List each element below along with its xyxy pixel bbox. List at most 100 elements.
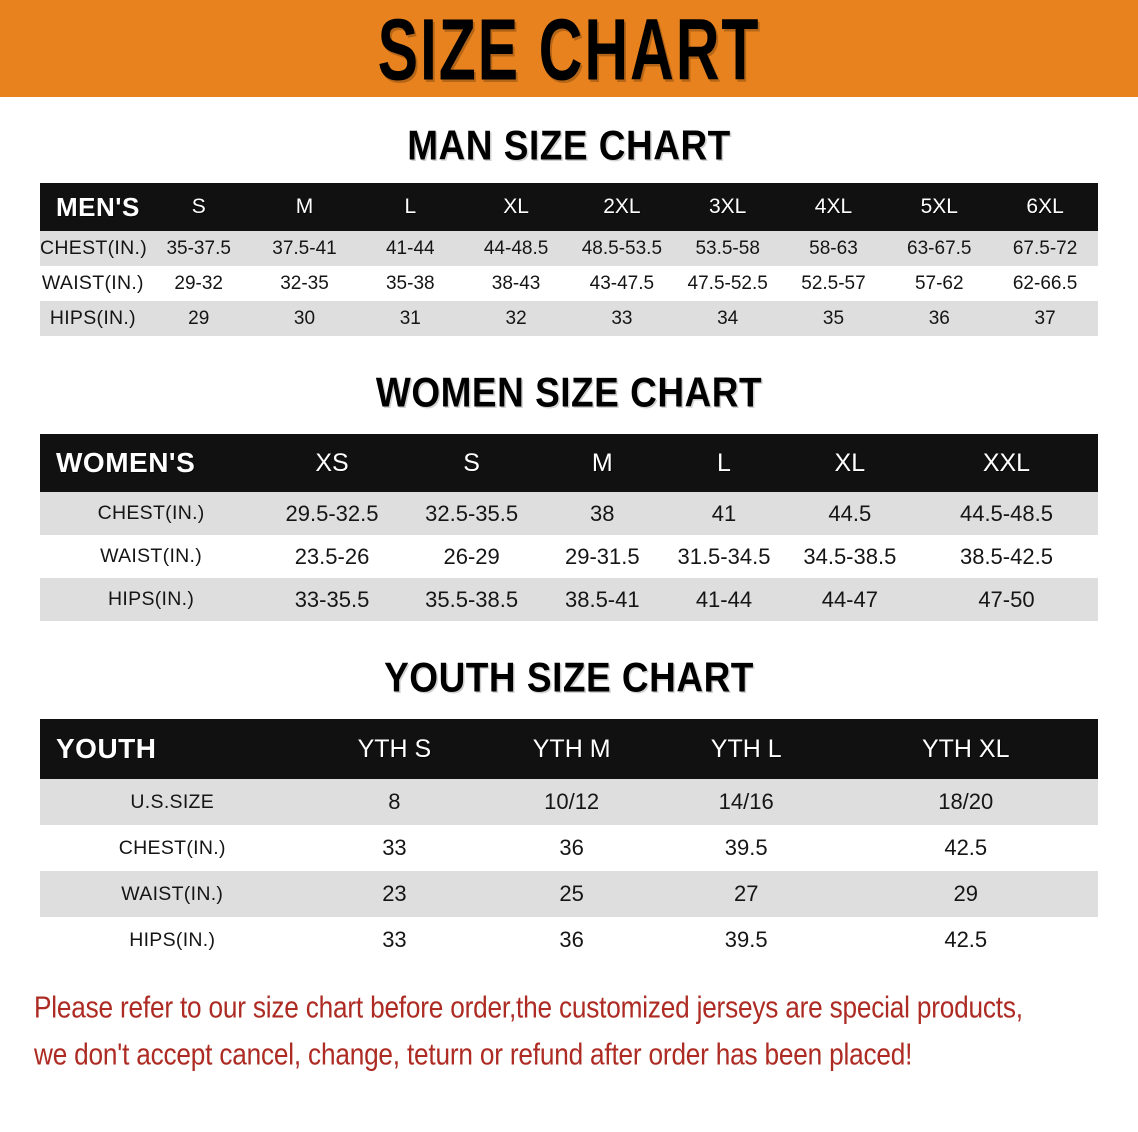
women-table-header: WOMEN'S XS S M L XL XXL xyxy=(40,434,1098,492)
table-cell: 37 xyxy=(1034,307,1056,329)
table-cell: 48.5-53.5 xyxy=(581,237,663,259)
table-cell: 32-35 xyxy=(280,272,329,294)
women-column-header: XS xyxy=(315,448,349,477)
table-header-row: MEN'S S M L XL 2XL 3XL 4XL 5XL 6XL xyxy=(40,183,1098,231)
row-label: WAIST(IN.) xyxy=(41,272,144,294)
row-label: HIPS(IN.) xyxy=(108,588,195,610)
table-row: CHEST(IN.) 35-37.5 37.5-41 41-44 44-48.5… xyxy=(40,231,1098,266)
table-cell: 23.5-26 xyxy=(294,543,370,569)
table-row: CHEST(IN.) 33 36 39.5 42.5 xyxy=(40,825,1098,871)
youth-table-header: YOUTH YTH S YTH M YTH L YTH XL xyxy=(40,719,1098,779)
table-cell: 33-35.5 xyxy=(294,586,370,612)
table-cell: 47.5-52.5 xyxy=(687,272,768,294)
table-cell: 36 xyxy=(559,927,584,952)
youth-size-table: YOUTH YTH S YTH M YTH L YTH XL U.S.SIZE … xyxy=(40,719,1098,963)
row-label: WAIST(IN.) xyxy=(121,882,224,905)
youth-corner-label: YOUTH xyxy=(56,733,157,764)
table-cell: 44-48.5 xyxy=(483,237,549,259)
table-row: HIPS(IN.) 33 36 39.5 42.5 xyxy=(40,917,1098,963)
table-cell: 30 xyxy=(293,307,316,329)
row-label: CHEST(IN.) xyxy=(118,836,226,859)
table-cell: 29 xyxy=(953,881,978,906)
youth-table-body: U.S.SIZE 8 10/12 14/16 18/20 CHEST(IN.) … xyxy=(40,779,1098,963)
youth-column-header: YTH M xyxy=(532,734,611,763)
table-cell: 38 xyxy=(590,500,615,526)
table-cell: 32.5-35.5 xyxy=(425,500,519,526)
table-cell: 39.5 xyxy=(724,927,768,952)
table-cell: 62-66.5 xyxy=(1012,272,1078,294)
youth-column-header: YTH L xyxy=(710,734,782,763)
man-corner-label: MEN'S xyxy=(56,191,140,222)
table-cell: 35-37.5 xyxy=(166,237,231,259)
table-cell: 38.5-42.5 xyxy=(959,543,1053,569)
table-cell: 32 xyxy=(505,307,527,329)
women-size-table: WOMEN'S XS S M L XL XXL CHEST(IN.) 29.5-… xyxy=(40,434,1098,621)
table-cell: 34.5-38.5 xyxy=(803,543,897,569)
table-cell: 63-67.5 xyxy=(907,237,972,259)
women-column-header: M xyxy=(591,448,613,477)
table-cell: 42.5 xyxy=(944,835,988,860)
table-cell: 41 xyxy=(711,500,737,526)
table-cell: 10/12 xyxy=(544,789,600,814)
table-cell: 18/20 xyxy=(938,789,994,814)
table-cell: 35 xyxy=(822,307,845,329)
table-cell: 14/16 xyxy=(718,789,774,814)
table-cell: 36 xyxy=(559,835,584,860)
disclaimer-line-1: Please refer to our size chart before or… xyxy=(34,990,1023,1025)
table-cell: 27 xyxy=(733,881,759,906)
row-label: HIPS(IN.) xyxy=(129,928,216,951)
disclaimer-line-2: we don't accept cancel, change, teturn o… xyxy=(34,1037,913,1072)
table-cell: 35-38 xyxy=(385,272,435,294)
table-cell: 31.5-34.5 xyxy=(677,543,771,569)
man-column-header: 6XL xyxy=(1026,195,1064,218)
table-cell: 44.5-48.5 xyxy=(959,500,1053,526)
table-cell: 34 xyxy=(717,307,739,329)
disclaimer-text: Please refer to our size chart before or… xyxy=(34,985,1072,1079)
table-row: WAIST(IN.) 23 25 27 29 xyxy=(40,871,1098,917)
youth-column-header: YTH XL xyxy=(921,734,1010,763)
man-table-body: CHEST(IN.) 35-37.5 37.5-41 41-44 44-48.5… xyxy=(40,231,1098,336)
women-column-header: XL xyxy=(834,448,866,477)
women-column-header: XXL xyxy=(982,448,1031,477)
row-label: CHEST(IN.) xyxy=(40,237,147,259)
table-cell: 52.5-57 xyxy=(801,272,866,294)
women-column-header: S xyxy=(463,448,480,477)
table-cell: 29-32 xyxy=(174,272,223,294)
man-section-title: MAN SIZE CHART xyxy=(407,122,731,169)
table-cell: 44.5 xyxy=(828,500,872,526)
man-column-header: S xyxy=(191,195,206,218)
women-table-body: CHEST(IN.) 29.5-32.5 32.5-35.5 38 41 44.… xyxy=(40,492,1098,621)
table-header-row: YOUTH YTH S YTH M YTH L YTH XL xyxy=(40,719,1098,779)
table-header-row: WOMEN'S XS S M L XL XXL xyxy=(40,434,1098,492)
table-cell: 33 xyxy=(382,927,407,952)
table-row: WAIST(IN.) 29-32 32-35 35-38 38-43 43-47… xyxy=(40,266,1098,301)
man-column-header: 4XL xyxy=(814,195,853,218)
man-column-header: XL xyxy=(503,195,529,218)
row-label: U.S.SIZE xyxy=(130,790,215,813)
man-size-chart-block: MEN'S S M L XL 2XL 3XL 4XL 5XL 6XL CHEST… xyxy=(40,183,1098,336)
table-row: WAIST(IN.) 23.5-26 26-29 29-31.5 31.5-34… xyxy=(40,535,1098,578)
man-size-table: MEN'S S M L XL 2XL 3XL 4XL 5XL 6XL CHEST… xyxy=(40,183,1098,336)
table-cell: 23 xyxy=(382,881,407,906)
row-label: WAIST(IN.) xyxy=(100,545,203,567)
man-column-header: 3XL xyxy=(708,195,747,218)
women-size-chart-block: WOMEN'S XS S M L XL XXL CHEST(IN.) 29.5-… xyxy=(40,434,1098,621)
table-row: CHEST(IN.) 29.5-32.5 32.5-35.5 38 41 44.… xyxy=(40,492,1098,535)
women-corner-label: WOMEN'S xyxy=(56,447,196,478)
table-cell: 42.5 xyxy=(944,927,988,952)
table-cell: 29-31.5 xyxy=(564,543,640,569)
women-section-title: WOMEN SIZE CHART xyxy=(375,369,763,416)
table-cell: 31 xyxy=(399,307,421,329)
table-cell: 25 xyxy=(559,881,584,906)
women-column-header: L xyxy=(717,448,731,477)
table-cell: 29.5-32.5 xyxy=(285,500,379,526)
table-row: HIPS(IN.) 33-35.5 35.5-38.5 38.5-41 41-4… xyxy=(40,578,1098,621)
table-cell: 67.5-72 xyxy=(1012,237,1078,259)
table-cell: 35.5-38.5 xyxy=(425,586,519,612)
table-cell: 41-44 xyxy=(385,237,435,259)
table-cell: 26-29 xyxy=(443,543,500,569)
page-title: SIZE CHART xyxy=(377,0,761,98)
table-row: U.S.SIZE 8 10/12 14/16 18/20 xyxy=(40,779,1098,825)
table-cell: 39.5 xyxy=(724,835,768,860)
youth-column-header: YTH S xyxy=(357,734,432,763)
